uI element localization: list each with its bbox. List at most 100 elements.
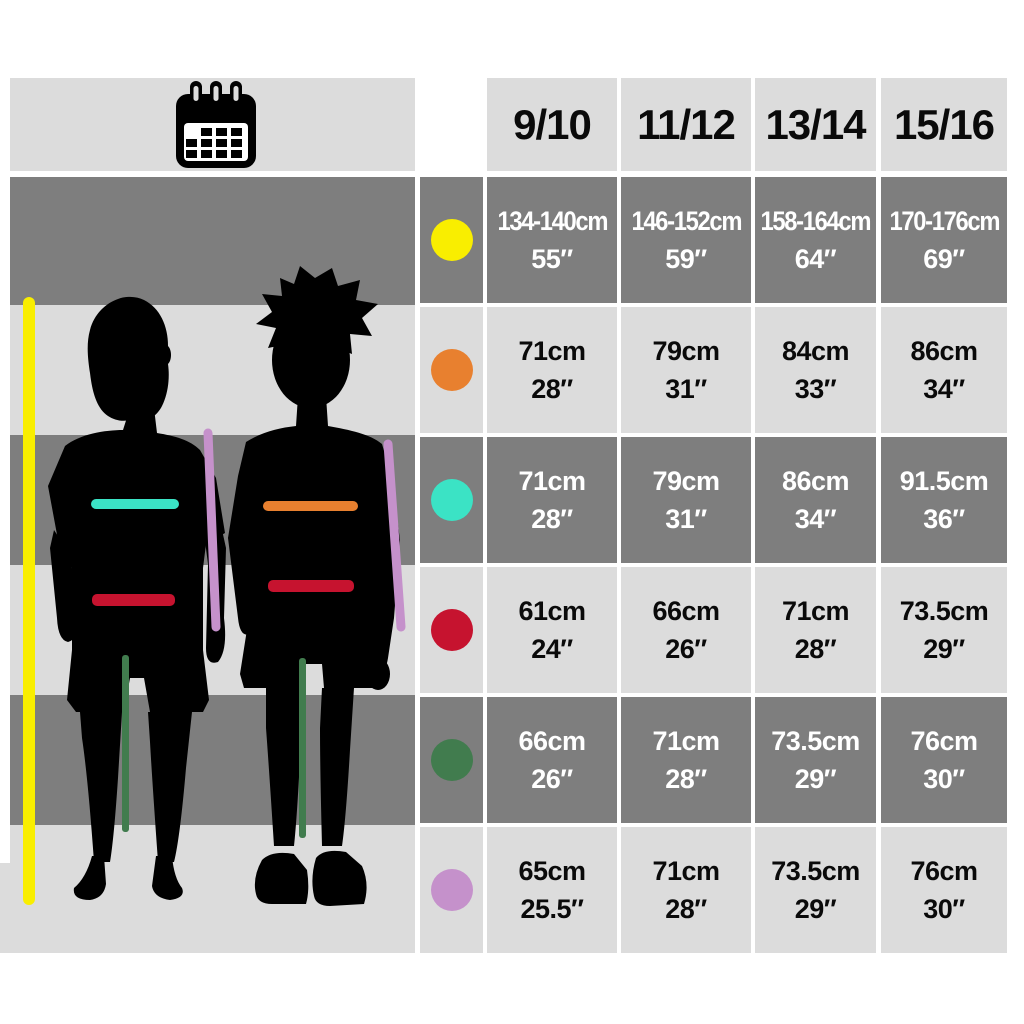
cell-r4-c1: 61cm 24″ [487, 567, 617, 693]
value-in: 33″ [794, 374, 837, 404]
cell-r1-c3: 158-164cm 64″ [755, 177, 876, 303]
value-in: 34″ [794, 504, 837, 534]
value-in: 69″ [923, 244, 965, 274]
value-in: 28″ [665, 764, 707, 794]
value-in: 34″ [923, 374, 965, 404]
cell-r5-c4: 76cm 30″ [881, 697, 1007, 823]
value-in: 29″ [794, 894, 837, 924]
children-illustration [23, 266, 406, 906]
value-cm: 170-176cm [889, 206, 1000, 236]
dot-cell-purple [420, 827, 483, 953]
cell-r5-c3: 73.5cm 29″ [755, 697, 876, 823]
purple-dot [430, 869, 473, 911]
cell-r2-c1: 71cm 28″ [487, 307, 617, 433]
cell-r6-c3: 73.5cm 29″ [755, 827, 876, 953]
height-line-yellow [23, 297, 35, 905]
cell-r4-c3: 71cm 28″ [755, 567, 876, 693]
green-dot [430, 739, 473, 781]
value-cm: 76cm [910, 726, 978, 756]
cell-r5-c2: 71cm 28″ [621, 697, 751, 823]
girl-inseam-line-green [299, 658, 306, 838]
value-cm: 66cm [652, 596, 720, 626]
value-in: 64″ [794, 244, 837, 274]
value-cm: 71cm [652, 856, 720, 886]
value-in: 25.5″ [520, 894, 584, 924]
value-cm: 66cm [518, 726, 586, 756]
dot-cell-red [420, 567, 483, 693]
orange-dot [430, 349, 473, 391]
cell-r2-c3: 84cm 33″ [755, 307, 876, 433]
yellow-dot [430, 219, 473, 261]
value-cm: 73.5cm [899, 596, 989, 626]
dot-cell-yellow [420, 177, 483, 303]
cell-r6-c4: 76cm 30″ [881, 827, 1007, 953]
col-header-15-16: 15/16 [881, 78, 1007, 171]
value-in: 26″ [665, 634, 707, 664]
value-cm: 71cm [781, 596, 850, 626]
value-cm: 71cm [518, 466, 586, 496]
dot-cell-green [420, 697, 483, 823]
cell-r2-c4: 86cm 34″ [881, 307, 1007, 433]
value-cm: 91.5cm [899, 466, 989, 496]
boy-hip-line-red [92, 594, 175, 606]
col-header-11-12: 11/12 [621, 78, 751, 171]
girl-chest-line-orange [263, 501, 358, 511]
cell-r3-c3: 86cm 34″ [755, 437, 876, 563]
col-header-9-10: 9/10 [487, 78, 617, 171]
value-in: 24″ [531, 634, 573, 664]
boy-chest-line-teal [91, 499, 179, 509]
red-dot [430, 609, 473, 651]
value-cm: 86cm [910, 336, 978, 366]
cell-r6-c1: 65cm 25.5″ [487, 827, 617, 953]
value-cm: 79cm [652, 466, 720, 496]
girl-arm-line-purple [383, 439, 406, 632]
value-in: 55″ [531, 244, 573, 274]
value-cm: 71cm [652, 726, 720, 756]
value-cm: 65cm [518, 856, 586, 886]
dot-cell-teal [420, 437, 483, 563]
cell-r5-c1: 66cm 26″ [487, 697, 617, 823]
value-in: 28″ [531, 504, 573, 534]
boy-arm-line-purple [203, 428, 221, 632]
value-cm: 84cm [781, 336, 850, 366]
value-cm: 76cm [910, 856, 978, 886]
value-cm: 134-140cm [497, 206, 608, 236]
cell-r1-c2: 146-152cm 59″ [621, 177, 751, 303]
figure-panel [10, 78, 415, 953]
cell-r3-c1: 71cm 28″ [487, 437, 617, 563]
col-header-13-14: 13/14 [755, 78, 876, 171]
value-cm: 61cm [518, 596, 586, 626]
bottom-left-patch [0, 863, 10, 953]
cell-r3-c4: 91.5cm 36″ [881, 437, 1007, 563]
value-in: 28″ [531, 374, 573, 404]
value-in: 31″ [665, 374, 707, 404]
value-in: 26″ [531, 764, 573, 794]
value-in: 28″ [665, 894, 707, 924]
value-in: 59″ [665, 244, 707, 274]
cell-r2-c2: 79cm 31″ [621, 307, 751, 433]
value-in: 29″ [794, 764, 837, 794]
teal-dot [430, 479, 473, 521]
boy-silhouette [48, 296, 226, 900]
value-cm: 79cm [652, 336, 720, 366]
girl-hip-line-red [268, 580, 354, 592]
dot-cell-orange [420, 307, 483, 433]
value-in: 30″ [923, 894, 965, 924]
value-in: 28″ [794, 634, 837, 664]
value-cm: 86cm [781, 466, 850, 496]
cell-r1-c4: 170-176cm 69″ [881, 177, 1007, 303]
boy-inseam-line-green [122, 655, 129, 832]
value-cm: 158-164cm [760, 206, 872, 236]
cell-r6-c2: 71cm 28″ [621, 827, 751, 953]
cell-r3-c2: 79cm 31″ [621, 437, 751, 563]
cell-r1-c1: 134-140cm 55″ [487, 177, 617, 303]
value-in: 36″ [923, 504, 965, 534]
value-cm: 146-152cm [631, 206, 742, 236]
value-cm: 71cm [518, 336, 586, 366]
cell-r4-c2: 66cm 26″ [621, 567, 751, 693]
value-cm: 73.5cm [771, 726, 860, 756]
cell-r4-c4: 73.5cm 29″ [881, 567, 1007, 693]
value-cm: 73.5cm [771, 856, 860, 886]
value-in: 30″ [923, 764, 965, 794]
